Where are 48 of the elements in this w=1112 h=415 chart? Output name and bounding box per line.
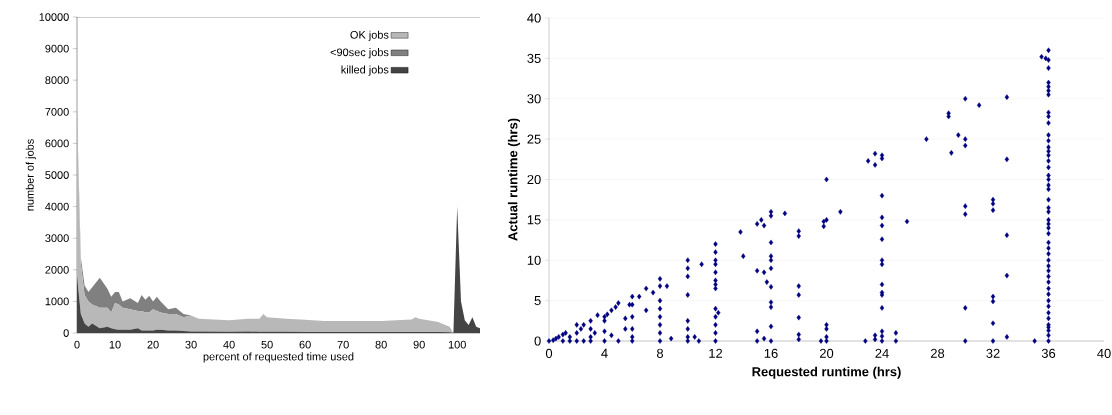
y-tick-label: 8000	[45, 76, 69, 85]
x-tick-label: 60	[299, 340, 311, 349]
y-tick-label: 25	[527, 134, 541, 144]
x-tick-label: 28	[930, 348, 945, 358]
x-tick-label: 20	[819, 348, 834, 358]
y-axis-title: Actual runtime (hrs)	[507, 118, 520, 241]
y-tick-label: 10000	[39, 13, 69, 21]
x-tick-label: 20	[147, 340, 159, 349]
x-tick-label: 8	[656, 348, 664, 358]
y-tick-label: 20	[527, 174, 541, 185]
y-tick-label: 4000	[45, 202, 69, 211]
y-tick-label: 40	[527, 13, 541, 23]
x-tick-label: 4	[601, 348, 608, 358]
x-tick-label: 16	[764, 348, 778, 358]
y-tick-label: 15	[527, 215, 541, 225]
x-tick-label: 10	[109, 340, 121, 349]
y-tick-label: 7000	[45, 107, 69, 116]
x-tick-label: 12	[709, 348, 723, 358]
x-axis-title: Requested runtime (hrs)	[752, 366, 901, 379]
y-axis-title: number of jobs	[25, 139, 36, 211]
y-tick-label: 10	[527, 255, 541, 265]
x-tick-label: 32	[986, 348, 1000, 358]
y-tick-label: 6000	[45, 139, 69, 148]
x-tick-label: 90	[413, 340, 425, 349]
x-tick-label: 40	[1097, 348, 1111, 358]
x-tick-label: 100	[448, 340, 466, 349]
y-tick-label: 0	[63, 329, 69, 337]
x-tick-label: 80	[375, 340, 387, 349]
y-tick-label: 3000	[45, 234, 69, 243]
x-tick-label: 30	[185, 340, 197, 349]
x-tick-label: 0	[74, 340, 80, 349]
y-tick-label: 5000	[45, 171, 69, 179]
x-tick-label: 0	[545, 348, 553, 358]
x-tick-label: 24	[875, 348, 889, 358]
x-tick-label: 40	[223, 340, 235, 349]
y-tick-label: 1000	[45, 297, 69, 306]
y-tick-label: 5	[534, 296, 541, 306]
x-tick-label: 36	[1041, 348, 1056, 358]
x-tick-label: 50	[261, 340, 273, 349]
x-axis-title: percent of requested time used	[203, 352, 354, 363]
y-tick-label: 9000	[45, 44, 69, 53]
legend-label: <90sec jobs	[330, 48, 389, 59]
y-tick-label: 30	[527, 94, 541, 104]
y-tick-label: 35	[527, 53, 541, 63]
x-tick-label: 70	[337, 340, 349, 349]
legend-label: OK jobs	[350, 30, 389, 41]
legend-label: killed jobs	[341, 65, 389, 76]
y-tick-label: 2000	[45, 265, 69, 274]
